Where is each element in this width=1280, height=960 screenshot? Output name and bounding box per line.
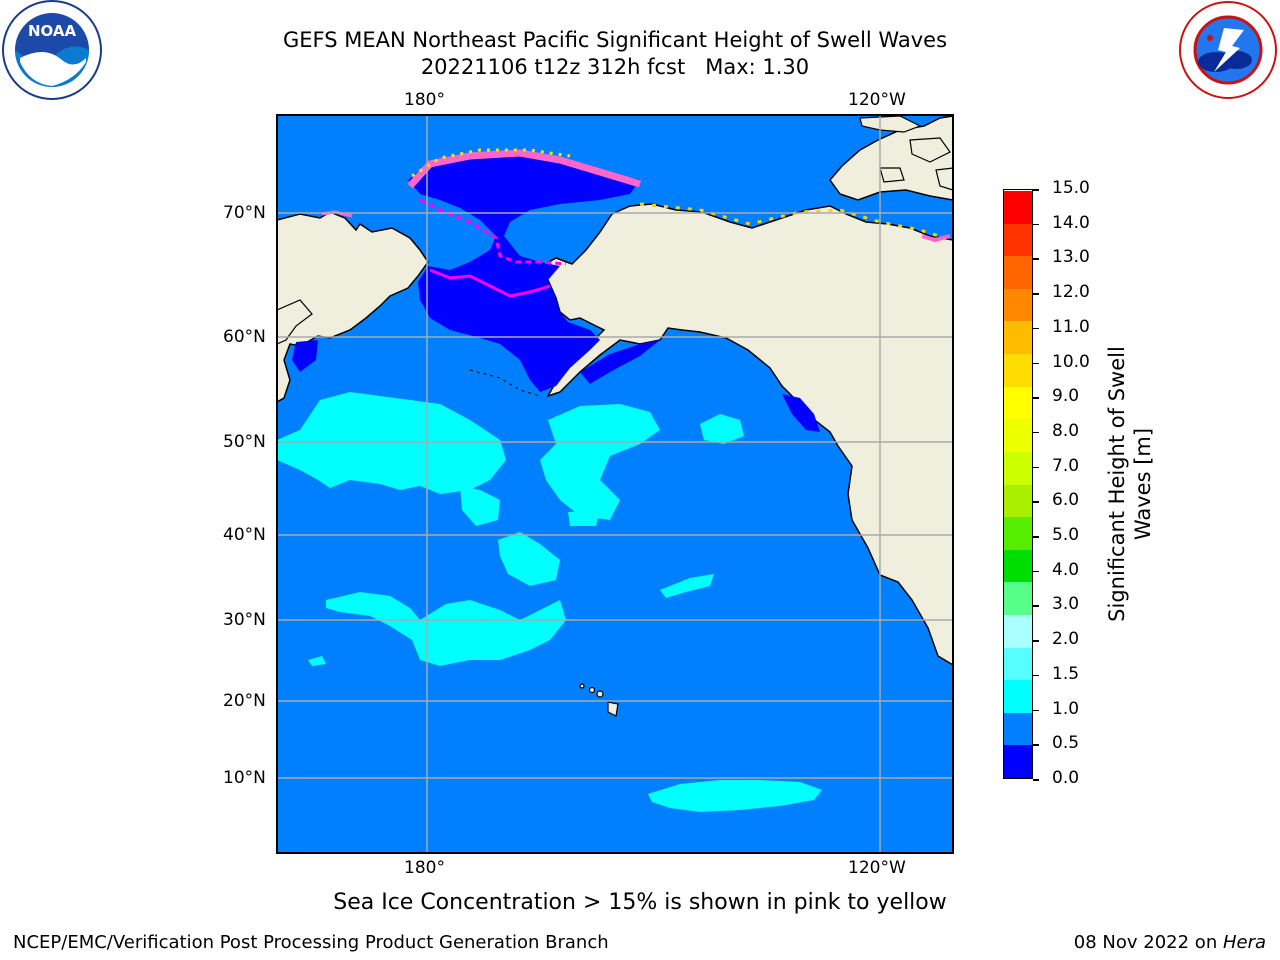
coastal-low-swell — [782, 394, 820, 432]
colorbar-segment — [1004, 516, 1032, 550]
footer-credit: NCEP/EMC/Verification Post Processing Pr… — [13, 932, 609, 953]
colorbar-tick-label: 8.0 — [1052, 420, 1080, 441]
colorbar-tick-label: 14.0 — [1052, 212, 1090, 233]
lat-label: 10°N — [223, 768, 266, 788]
colorbar-tick — [1033, 570, 1039, 573]
map-title: GEFS MEAN Northeast Pacific Significant … — [282, 28, 948, 52]
colorbar-segment — [1004, 190, 1032, 224]
gulf-low-swell — [580, 340, 660, 384]
colorbar — [1003, 189, 1033, 779]
colorbar-tick-label: 0.5 — [1052, 733, 1080, 754]
colorbar-tick-label: 7.0 — [1052, 455, 1080, 476]
lat-label: 20°N — [223, 691, 266, 711]
colorbar-segment — [1004, 288, 1032, 322]
colorbar-segment — [1004, 647, 1032, 681]
colorbar-segment — [1004, 581, 1032, 615]
colorbar-tick-label: 10.0 — [1052, 351, 1090, 372]
colorbar-segment — [1004, 320, 1032, 355]
lat-label: 40°N — [223, 525, 266, 545]
noaa-logo-icon: NOAA — [2, 0, 102, 100]
colorbar-tick-label: 11.0 — [1052, 316, 1090, 337]
colorbar-tick — [1033, 189, 1039, 191]
colorbar-tick — [1033, 258, 1039, 260]
lon-label-top: 120°W — [848, 90, 906, 110]
hawaii-islands — [579, 683, 619, 717]
arctic-island — [935, 167, 953, 191]
aleutian-islands — [469, 369, 541, 397]
sea-ice-edge — [921, 234, 951, 243]
colorbar-tick-label: 13.0 — [1052, 247, 1090, 268]
colorbar-tick — [1033, 501, 1039, 503]
colorbar-title: Significant Height of Swell Waves [m] — [1105, 346, 1155, 622]
sea-ice-edge — [429, 268, 551, 298]
colorbar-tick-label: 0.0 — [1052, 768, 1080, 788]
colorbar-segment — [1004, 418, 1032, 452]
colorbar-segment — [1004, 223, 1032, 257]
asia-landmass — [277, 115, 429, 403]
colorbar-tick — [1033, 362, 1039, 365]
lat-label: 30°N — [223, 610, 266, 630]
lat-label: 70°N — [223, 203, 266, 223]
colorbar-tick — [1033, 674, 1039, 677]
colorbar-tick-label: 6.0 — [1052, 490, 1080, 511]
colorbar-segment — [1004, 255, 1032, 289]
bering-sea-low-swell — [408, 152, 640, 392]
arctic-island — [879, 167, 905, 183]
colorbar-tick — [1033, 327, 1039, 330]
colorbar-tick-label: 9.0 — [1052, 386, 1080, 407]
lon-label-bottom: 180° — [404, 858, 445, 878]
footer-host: Hera — [1222, 932, 1266, 953]
colorbar-tick-label: 2.0 — [1052, 629, 1080, 650]
colorbar-segment — [1004, 386, 1032, 420]
nws-logo-icon — [1179, 1, 1277, 99]
lat-label: 50°N — [223, 432, 266, 452]
colorbar-tick-label: 5.0 — [1052, 525, 1080, 546]
graticule — [277, 115, 953, 853]
colorbar-tick-label: 12.0 — [1052, 282, 1090, 303]
sea-ice-edge — [419, 198, 567, 266]
kamchatka-landmass — [277, 299, 313, 345]
colorbar-tick-label: 1.0 — [1052, 698, 1080, 719]
colorbar-segment — [1004, 679, 1032, 713]
colorbar-segment — [1004, 614, 1032, 648]
colorbar-tick — [1033, 223, 1039, 226]
colorbar-tick — [1033, 431, 1039, 434]
lon-label-top: 180° — [404, 90, 445, 110]
colorbar-tick — [1033, 293, 1039, 295]
sea-ice-edge — [411, 148, 571, 178]
colorbar-tick — [1033, 397, 1039, 399]
colorbar-tick — [1033, 709, 1039, 712]
colorbar-segment — [1004, 484, 1032, 518]
colorbar-tick — [1033, 605, 1039, 607]
map-subtitle: 20221106 t12z 312h fcst Max: 1.30 — [420, 55, 810, 79]
lat-label: 60°N — [223, 327, 266, 347]
sea-ice-edge — [407, 149, 642, 189]
lon-label-bottom: 120°W — [848, 858, 906, 878]
colorbar-segment — [1004, 744, 1032, 778]
sea-ice-note: Sea Ice Concentration > 15% is shown in … — [333, 890, 947, 915]
sea-ice-edge — [639, 202, 946, 240]
kamchatka-low-swell — [292, 340, 318, 372]
footer-date: 08 Nov 2022 on Hera — [1074, 932, 1266, 953]
colorbar-tick-label: 3.0 — [1052, 594, 1080, 615]
map-frame — [276, 114, 954, 854]
colorbar-segment — [1004, 712, 1032, 746]
colorbar-tick — [1033, 536, 1039, 538]
colorbar-segment — [1004, 451, 1032, 485]
colorbar-tick-label: 1.5 — [1052, 663, 1080, 684]
colorbar-segment — [1004, 549, 1032, 583]
arctic-island — [909, 137, 951, 163]
colorbar-segment — [1004, 353, 1032, 387]
moderate-swell-patches — [277, 392, 822, 812]
footer-date-text: 08 Nov 2022 on — [1073, 932, 1223, 953]
colorbar-tick-label: 4.0 — [1052, 559, 1080, 580]
noaa-logo-text: NOAA — [28, 22, 77, 40]
colorbar-tick — [1033, 466, 1039, 469]
colorbar-tick — [1033, 779, 1039, 781]
colorbar-tick-label: 15.0 — [1052, 178, 1090, 198]
colorbar-tick — [1033, 744, 1039, 746]
colorbar-tick — [1033, 640, 1039, 642]
